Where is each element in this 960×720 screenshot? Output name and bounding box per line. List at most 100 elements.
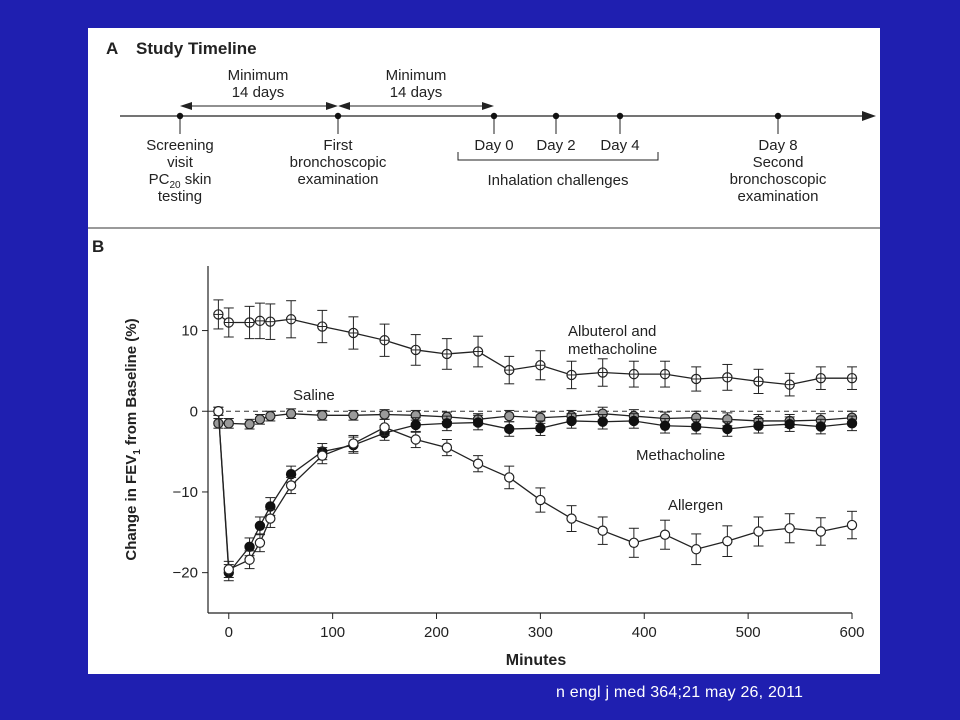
data-point [566,513,577,524]
data-point [213,406,224,417]
data-point [504,423,515,435]
data-point [472,458,484,469]
y-axis-label: Change in FEV1 from Baseline (%) [123,318,143,560]
data-point [379,422,390,433]
data-point [441,418,453,429]
panel-a-letter: A [106,39,118,58]
data-point [265,410,276,422]
data-point [265,513,276,524]
data-point [722,423,733,435]
event-day8-line1: Day 8 [758,137,797,154]
data-point [244,554,255,565]
panel-divider [88,227,880,229]
data-point [317,450,328,461]
x-tick-label: 200 [424,624,449,641]
series-line [217,411,853,575]
event-first-bronch-line2: bronchoscopic [290,154,387,171]
data-point [659,529,671,540]
figure-panel: A Study Timeline Minimum 14 days Minimum… [88,28,880,674]
x-tick-label: 0 [225,624,233,641]
x-tick-label: 100 [320,624,345,641]
chart-axes: 0 100 200 300 400 500 600 −20 −10 0 10 Minutes Chang… [123,266,865,669]
y-tick-label: 0 [190,403,198,420]
event-day4-dot [616,112,624,120]
label-albuterol-methacholine-line2: methacholine [568,341,657,358]
interval-1-line2: 14 days [232,84,285,101]
data-point [846,418,858,429]
data-point [285,480,297,491]
data-point [472,417,484,428]
data-point [317,410,328,421]
study-timeline-panel: A Study Timeline Minimum 14 days Minimum… [106,39,876,205]
event-screening-line3: PC20 skin [149,171,212,191]
data-point [722,535,733,547]
event-screening-line2: visit [167,154,194,171]
event-day0-label: Day 0 [474,137,513,154]
data-point [535,423,546,434]
x-tick-label: 300 [528,624,553,641]
x-tick-label: 500 [736,624,761,641]
fev1-chart: B 0 100 200 300 400 500 600 −20 −10 0 10 Minutes Cha… [92,237,865,669]
data-point [846,519,858,531]
event-first-bronch-line3: examination [298,171,379,188]
data-point [753,420,764,431]
data-point [659,420,671,431]
x-axis-label: Minutes [506,652,567,669]
data-point [597,525,608,536]
interval-2-line2: 14 days [390,84,443,101]
bracket-label: Inhalation challenges [488,172,629,189]
interval-2-arrow-right [482,102,494,110]
data-point [784,523,795,534]
data-point [690,544,702,555]
event-screening-dot [176,112,184,120]
event-day2-label: Day 2 [536,137,575,154]
event-screening-line4: testing [158,188,202,205]
series-line [217,313,852,386]
timeline-arrowhead [862,111,876,121]
series-crossed-circle [213,299,858,397]
citation: n engl j med 364;21 may 26, 2011 [556,684,804,701]
data-point [244,418,255,430]
event-day8-line4: examination [738,188,819,205]
chart-series [213,299,858,582]
interval-1-arrow-left [180,102,192,110]
timeline-title: Study Timeline [136,39,257,58]
label-albuterol-methacholine-line1: Albuterol and [568,323,656,340]
data-point [254,537,266,548]
data-point [223,564,234,575]
y-tick-label: 10 [181,323,198,340]
data-point [348,438,359,449]
interval-2-arrow-left [338,102,350,110]
data-point [535,494,546,506]
data-point [504,472,515,483]
data-point [815,421,827,432]
data-point [441,442,453,453]
data-point [815,526,827,537]
x-tick-label: 400 [632,624,657,641]
data-point [628,537,640,548]
data-point [379,409,390,420]
label-saline: Saline [293,387,335,404]
data-point [254,520,266,532]
panel-b-letter: B [92,237,104,256]
data-point [285,408,297,419]
data-point [753,526,764,537]
data-point [410,419,421,431]
event-day8-line3: bronchoscopic [730,171,827,188]
data-point [410,434,421,445]
event-first-bronch-line1: First [323,137,353,154]
event-day0-dot [490,112,498,120]
interval-1-arrow-right [326,102,338,110]
series-open-circle [213,406,858,578]
data-point [690,421,702,432]
event-first-bronch-dot [334,112,342,120]
data-point [597,416,608,427]
event-screening-line1: Screening [146,137,214,154]
data-point [223,418,234,429]
event-day4-label: Day 4 [600,137,639,154]
event-day2-dot [552,112,560,120]
data-point [254,414,266,425]
series-filled-circle [213,406,858,582]
interval-1-line1: Minimum [228,67,289,84]
